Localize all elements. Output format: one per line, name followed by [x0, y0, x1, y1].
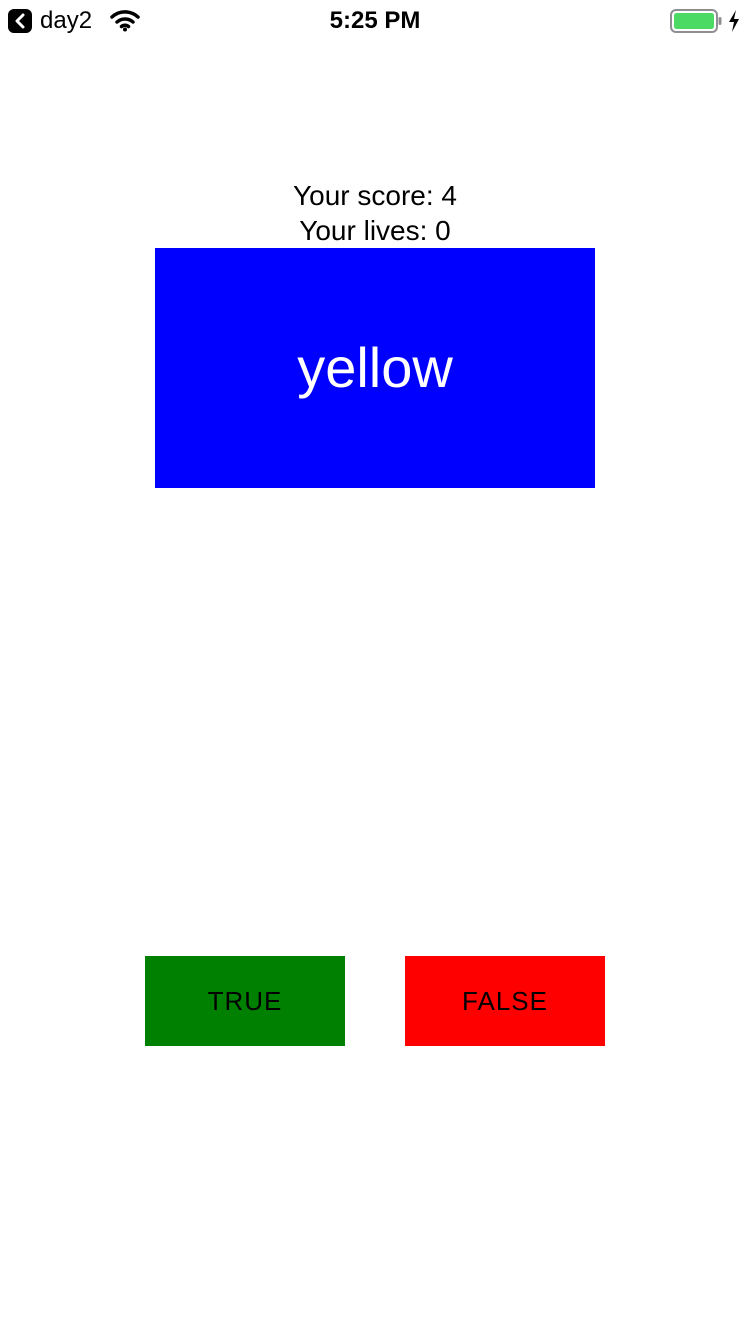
- battery-icon: [670, 9, 722, 33]
- chevron-left-icon: [8, 9, 32, 33]
- color-word-card: yellow: [155, 248, 595, 488]
- false-button[interactable]: FALSE: [405, 956, 605, 1046]
- back-to-app-button[interactable]: day2: [8, 8, 92, 34]
- back-app-label: day2: [40, 7, 93, 34]
- score-label: Your score: 4: [293, 180, 457, 211]
- wifi-icon: [110, 8, 140, 32]
- true-button[interactable]: TRUE: [145, 956, 345, 1046]
- status-time: 5:25 PM: [329, 7, 421, 34]
- status-bar: day2 5:25 PM: [0, 0, 750, 40]
- charging-bolt-icon: [727, 9, 741, 33]
- lives-label: Your lives: 0: [299, 215, 451, 246]
- color-word: yellow: [297, 336, 453, 399]
